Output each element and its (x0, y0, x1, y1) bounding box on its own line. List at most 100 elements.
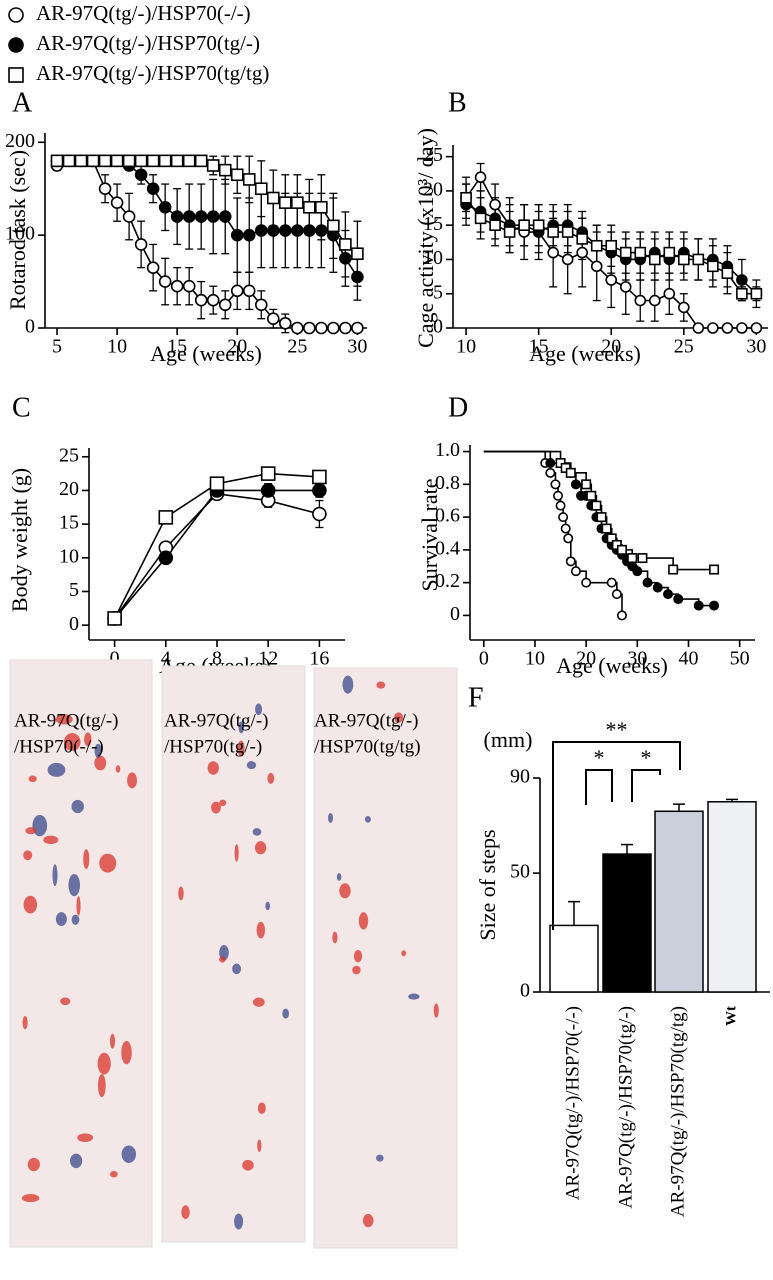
footprint (401, 950, 407, 957)
footprint (97, 1052, 111, 1075)
marker (619, 281, 632, 293)
marker (194, 210, 208, 223)
marker (351, 321, 364, 335)
y-axis-title: Body weight (g) (7, 468, 32, 612)
marker (312, 483, 327, 498)
significance-label: * (641, 745, 652, 770)
marker (339, 238, 352, 251)
footprint (336, 873, 342, 881)
unit-label: (mm) (484, 727, 533, 752)
marker (146, 182, 160, 196)
marker (291, 321, 304, 335)
marker (606, 533, 617, 544)
marker (158, 510, 174, 525)
footprint (328, 812, 334, 823)
marker (563, 533, 574, 544)
footprint (47, 762, 66, 777)
x-tick-label: 30 (746, 336, 766, 358)
marker (242, 284, 256, 298)
x-axis-title: Age (weeks) (529, 341, 641, 366)
marker (642, 577, 653, 588)
marker (122, 210, 136, 223)
marker (122, 154, 136, 168)
marker (315, 200, 328, 214)
x-tick-label: 25 (674, 336, 694, 358)
panel-letter: C (12, 392, 31, 423)
marker (634, 294, 647, 307)
footprint (358, 912, 369, 930)
x-tick-label: 0 (479, 648, 489, 670)
panel-letter: D (448, 392, 468, 423)
marker (736, 274, 748, 286)
marker (242, 173, 256, 186)
marker (590, 260, 603, 273)
x-tick-label: 30 (347, 336, 367, 358)
photo-caption: AR-97Q(tg/-) (314, 710, 418, 731)
footprint (353, 949, 363, 963)
marker (707, 260, 719, 273)
marker (260, 466, 276, 481)
marker (146, 261, 160, 274)
photo-caption: AR-97Q(tg/-) (14, 710, 118, 731)
marker (8, 7, 24, 23)
marker (648, 253, 661, 266)
footprint (28, 775, 37, 783)
marker (74, 154, 88, 168)
marker (616, 610, 627, 621)
y-tick-label: 50 (510, 861, 530, 883)
panel-letter: B (448, 87, 467, 118)
marker (327, 219, 340, 233)
footprint (237, 740, 245, 757)
footprint (219, 799, 227, 807)
marker (278, 224, 292, 237)
marker (182, 154, 196, 168)
marker (278, 196, 292, 209)
marker (555, 500, 566, 511)
marker (561, 253, 574, 266)
x-tick-label: 15 (529, 336, 549, 358)
x-tick-label: 10 (525, 648, 545, 670)
footprint (121, 1145, 137, 1164)
marker (709, 600, 720, 611)
marker (581, 577, 592, 588)
marker (110, 196, 124, 209)
footprint (27, 1157, 40, 1172)
marker (547, 246, 559, 259)
marker (206, 159, 220, 172)
y-tick-label: 1.0 (435, 439, 460, 461)
marker (312, 469, 327, 485)
marker (637, 553, 648, 564)
footprint (408, 993, 420, 1000)
footprint (94, 755, 107, 771)
x-tick-label: Wt (723, 1006, 739, 1026)
footprint (255, 703, 263, 716)
legend-label: AR-97Q(tg/-)/HSP70(tg/-) (36, 31, 260, 55)
footprint (43, 835, 59, 845)
y-tick-label: 200 (5, 130, 35, 152)
y-tick-label: 25 (59, 444, 79, 466)
marker (663, 246, 676, 259)
y-axis-title: Size of steps (475, 829, 500, 940)
y-tick-label: 15 (59, 512, 79, 534)
photo-caption: AR-97Q(tg/-) (164, 710, 268, 731)
marker (474, 212, 487, 225)
footprint (342, 675, 354, 694)
marker (565, 556, 576, 567)
x-tick-label: 50 (730, 648, 750, 670)
marker (565, 467, 576, 478)
marker (721, 267, 734, 279)
footprint (52, 864, 58, 887)
x-tick-label: 4 (161, 648, 171, 670)
marker (736, 322, 748, 334)
significance-bracket (552, 741, 681, 930)
photo-caption: /HSP70(-/-) (14, 736, 104, 757)
marker (590, 239, 603, 252)
footprint (83, 849, 90, 869)
marker (266, 224, 280, 237)
footprint (433, 1003, 439, 1018)
x-tick-label: AR-97Q(tg/-)/HSP70(tg/-) (615, 1006, 636, 1209)
marker (86, 154, 100, 168)
y-tick-label: 100 (5, 223, 35, 245)
significance-label: ** (606, 717, 628, 742)
x-tick-label: 12 (258, 648, 278, 670)
